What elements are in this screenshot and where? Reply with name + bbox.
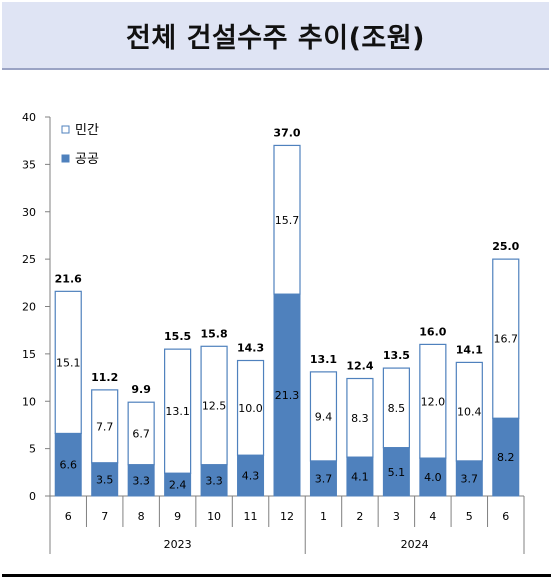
- x-tick-label: 11: [244, 510, 258, 523]
- data-label-public: 3.7: [461, 472, 479, 485]
- bar-public: [273, 293, 301, 497]
- y-tick-label: 5: [29, 443, 36, 456]
- data-label-private: 10.0: [238, 402, 263, 415]
- data-label-private: 7.7: [96, 420, 114, 433]
- bar-private: [91, 389, 119, 464]
- data-label-private: 12.5: [202, 400, 227, 413]
- bar-public: [164, 472, 192, 497]
- data-label-private: 6.7: [132, 427, 150, 440]
- bar-public: [492, 417, 520, 497]
- data-label-public: 5.1: [388, 466, 406, 479]
- y-tick-label: 20: [22, 301, 36, 314]
- data-label-total: 12.4: [346, 360, 373, 373]
- data-label-total: 21.6: [55, 272, 82, 285]
- data-label-private: 13.1: [165, 405, 190, 418]
- y-tick-label: 30: [22, 206, 36, 219]
- bar-public: [237, 454, 265, 497]
- data-label-public: 3.7: [315, 472, 333, 485]
- data-label-private: 15.1: [56, 356, 81, 369]
- data-label-total: 9.9: [131, 383, 151, 396]
- y-tick-label: 15: [22, 348, 36, 361]
- bar-public: [346, 456, 374, 497]
- data-label-public: 3.5: [96, 473, 114, 486]
- x-tick-label: 3: [393, 510, 400, 523]
- bar-public: [127, 464, 155, 497]
- data-label-public: 8.2: [497, 451, 515, 464]
- data-label-total: 25.0: [492, 240, 519, 253]
- bar-public: [54, 432, 82, 497]
- y-tick-label: 35: [22, 158, 36, 171]
- data-label-total: 13.5: [383, 349, 410, 362]
- bottom-divider: [2, 574, 551, 577]
- bar-private: [419, 343, 447, 459]
- legend-label-private: 민간: [75, 123, 99, 138]
- data-label-total: 16.0: [419, 325, 446, 338]
- y-tick-label: 0: [29, 490, 36, 503]
- y-tick-label: 10: [22, 395, 36, 408]
- data-label-total: 14.1: [456, 343, 483, 356]
- data-label-public: 2.4: [169, 479, 187, 492]
- bar-public: [91, 462, 119, 497]
- data-label-private: 12.0: [421, 395, 446, 408]
- data-label-private: 8.5: [388, 402, 406, 415]
- bar-private: [236, 359, 265, 456]
- x-tick-label: 6: [65, 510, 72, 523]
- chart-title: 전체 건설수주 추이(조원): [126, 22, 425, 54]
- bar-public: [309, 460, 337, 497]
- x-tick-label: 7: [101, 510, 108, 523]
- bar-private: [492, 258, 520, 419]
- bar-public: [382, 447, 410, 497]
- x-tick-label: 12: [280, 510, 294, 523]
- bar-public: [419, 457, 447, 497]
- data-label-total: 14.3: [237, 342, 264, 355]
- data-label-private: 8.3: [351, 412, 369, 425]
- bar-private: [54, 290, 82, 435]
- data-label-public: 4.3: [242, 470, 260, 483]
- x-tick-label: 5: [466, 510, 473, 523]
- bar-private: [164, 348, 192, 474]
- bar-private: [273, 144, 301, 295]
- bar-private: [346, 377, 374, 458]
- data-label-private: 9.4: [315, 410, 333, 423]
- x-tick-label: 1: [320, 510, 327, 523]
- legend-marker-public: [61, 154, 70, 163]
- x-tick-label: 4: [429, 510, 436, 523]
- data-label-public: 6.6: [59, 459, 77, 472]
- data-label-total: 15.5: [164, 330, 191, 343]
- legend-label-public: 공공: [75, 152, 99, 167]
- x-group-label: 2023: [164, 538, 192, 551]
- bar-public: [200, 464, 228, 497]
- bar-private: [127, 401, 155, 466]
- data-label-public: 4.0: [424, 471, 442, 484]
- legend-marker-private: [61, 125, 70, 134]
- data-label-private: 15.7: [275, 214, 300, 227]
- y-tick-label: 25: [22, 253, 36, 266]
- data-label-total: 15.8: [201, 327, 228, 340]
- title-banner: 전체 건설수주 추이(조원): [2, 2, 549, 70]
- x-tick-label: 9: [174, 510, 181, 523]
- data-label-public: 21.3: [275, 389, 300, 402]
- data-label-public: 3.3: [205, 474, 223, 487]
- y-tick-label: 40: [22, 111, 36, 124]
- x-tick-label: 6: [502, 510, 509, 523]
- x-tick-label: 10: [207, 510, 221, 523]
- data-label-total: 37.0: [273, 126, 300, 139]
- data-label-public: 4.1: [351, 471, 369, 484]
- x-group-label: 2024: [401, 538, 429, 551]
- data-label-total: 11.2: [91, 371, 118, 384]
- bar-public: [455, 460, 483, 497]
- x-tick-label: 8: [138, 510, 145, 523]
- data-label-private: 10.4: [457, 406, 482, 419]
- data-label-private: 16.7: [494, 333, 519, 346]
- bar-private: [200, 345, 228, 466]
- x-tick-label: 2: [356, 510, 363, 523]
- data-label-total: 13.1: [310, 353, 337, 366]
- data-label-public: 3.3: [132, 474, 150, 487]
